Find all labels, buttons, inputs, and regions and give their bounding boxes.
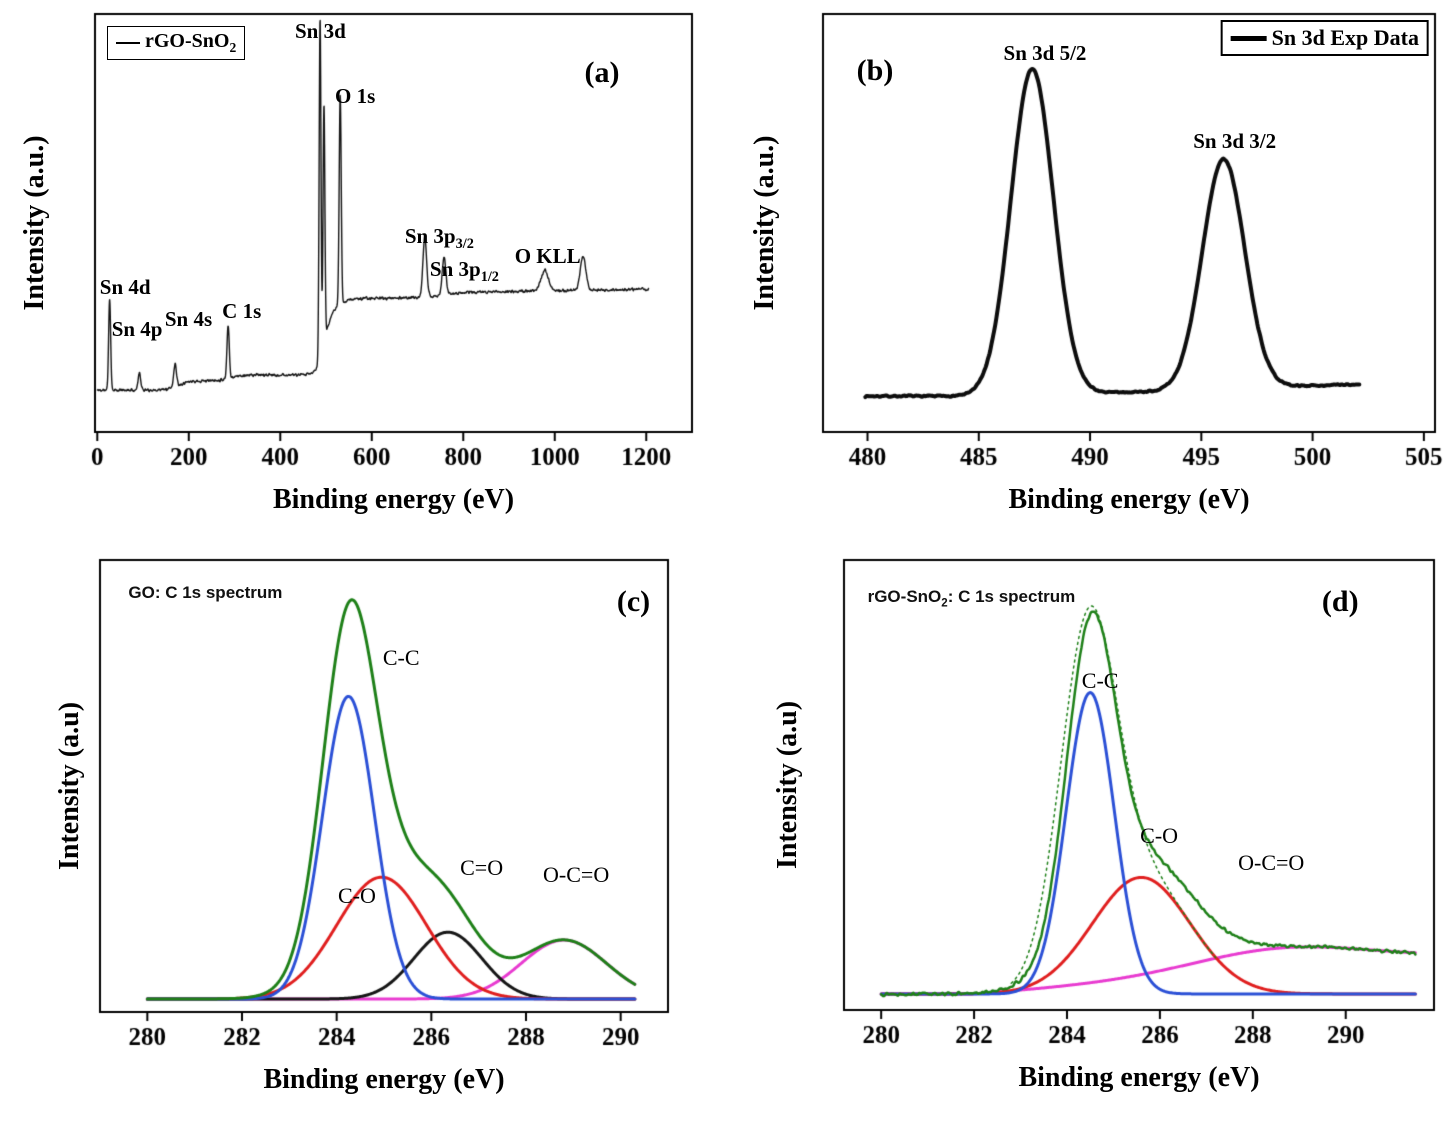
y-axis-label: Intensity (a.u.) xyxy=(19,135,50,311)
peak-label: Sn 3p1/2 xyxy=(429,257,499,286)
y-axis-label: Intensity (a.u) xyxy=(54,701,85,871)
x-axis-label: Binding energy (eV) xyxy=(1018,1062,1260,1093)
panel-a-survey-spectrum: Intensity (a.u.) Binding energy (eV) (a)… xyxy=(10,8,710,540)
panel-c-go-c1s-spectrum: Intensity (a.u) Binding energy (eV) (c) … xyxy=(18,548,710,1113)
panel-b-sn3d-spectrum: Intensity (a.u.) Binding energy (eV) (b)… xyxy=(735,8,1445,540)
peak-label: Sn 3d xyxy=(294,19,346,44)
sn3d-plot-canvas xyxy=(735,8,1445,540)
legend-label: Sn 3d Exp Data xyxy=(1271,25,1419,50)
peak-label: C-O xyxy=(337,883,376,909)
panel-letter-label: (d) xyxy=(1321,584,1359,618)
legend-line-sample-icon xyxy=(116,42,140,44)
go-c1s-plot-canvas xyxy=(18,548,710,1113)
peak-label: O KLL xyxy=(514,243,581,268)
panel-title: rGO-SnO2: C 1s spectrum xyxy=(867,587,1076,610)
peak-label: O 1s xyxy=(334,84,376,109)
peak-label: Sn 3p3/2 xyxy=(404,224,474,253)
legend-label: rGO-SnO2 xyxy=(145,30,237,55)
survey-plot-canvas xyxy=(10,8,710,540)
peak-label: C-C xyxy=(382,644,420,670)
panel-letter-label: (a) xyxy=(584,55,620,89)
peak-label: C 1s xyxy=(222,299,262,324)
x-axis-label: Binding energy (eV) xyxy=(263,1064,505,1095)
peak-label: Sn 3d 5/2 xyxy=(1003,41,1087,66)
peak-label: Sn 4s xyxy=(164,306,213,331)
y-axis-label: Intensity (a.u) xyxy=(772,700,803,870)
peak-label: C-C xyxy=(1081,668,1119,693)
panel-letter-label: (b) xyxy=(856,53,894,87)
peak-label: Sn 4p xyxy=(111,316,163,341)
legend: Sn 3d Exp Data xyxy=(1220,20,1429,56)
x-axis-label: Binding energy (eV) xyxy=(1008,484,1250,515)
x-axis-label: Binding energy (eV) xyxy=(272,484,515,515)
peak-label: C=O xyxy=(460,855,504,881)
peak-label: C-O xyxy=(1140,822,1179,848)
panel-letter-label: (c) xyxy=(616,584,651,618)
legend: rGO-SnO2 xyxy=(107,26,246,60)
peak-label: O-C=O xyxy=(543,861,610,887)
panel-title: GO: C 1s spectrum xyxy=(128,582,283,602)
rgo-sno2-c1s-plot-canvas xyxy=(758,548,1452,1113)
peak-label: Sn 3d 3/2 xyxy=(1193,128,1277,153)
peak-label: Sn 4d xyxy=(99,275,151,300)
panel-d-rgo-sno2-c1s-spectrum: Intensity (a.u) Binding energy (eV) (d) … xyxy=(758,548,1452,1113)
y-axis-label: Intensity (a.u.) xyxy=(749,135,780,311)
legend-line-sample-icon xyxy=(1230,35,1267,41)
peak-label: O-C=O xyxy=(1238,849,1305,875)
